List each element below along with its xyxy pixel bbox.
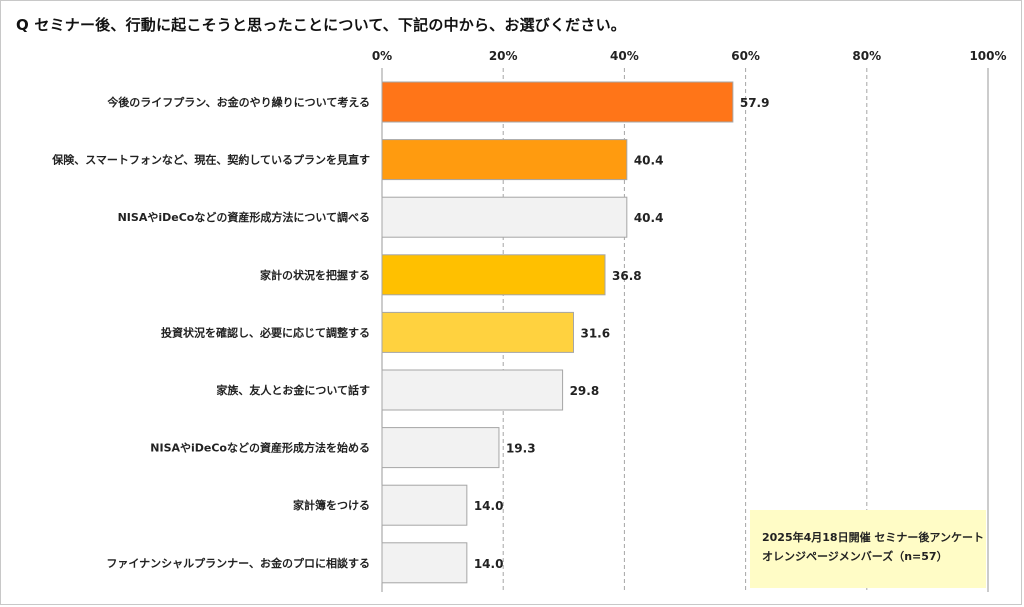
category-label: 家族、友人とお金について話す	[216, 383, 370, 397]
value-label: 29.8	[570, 384, 600, 398]
value-label: 19.3	[506, 442, 536, 456]
value-label: 14.0	[474, 557, 504, 571]
x-tick-label: 100%	[969, 49, 1006, 63]
bar	[381, 311, 574, 353]
category-label: 家計簿をつける	[293, 498, 370, 512]
survey-note-line-1: 2025年4月18日開催 セミナー後アンケート	[762, 531, 984, 544]
x-tick-label: 0%	[372, 49, 392, 63]
value-label: 57.9	[740, 96, 770, 110]
bar	[381, 369, 564, 411]
bar	[381, 196, 628, 238]
x-tick-label: 20%	[489, 49, 518, 63]
bar	[381, 484, 468, 526]
value-label: 40.4	[634, 154, 664, 168]
x-tick-label: 60%	[731, 49, 760, 63]
bar	[381, 254, 606, 296]
category-label: ファイナンシャルプランナー、お金のプロに相談する	[106, 556, 370, 570]
bar	[381, 139, 628, 181]
category-label: 家計の状況を把握する	[260, 268, 370, 282]
bar	[381, 81, 734, 123]
category-label: 保険、スマートフォンなど、現在、契約しているプランを見直す	[51, 153, 370, 167]
chart-title: Q セミナー後、行動に起こそうと思ったことについて、下記の中から、お選びください…	[16, 16, 626, 34]
survey-note-line-2: オレンジページメンバーズ（n=57）	[762, 550, 948, 563]
x-tick-label: 80%	[852, 49, 881, 63]
category-label: 投資状況を確認し、必要に応じて調整する	[161, 325, 370, 339]
value-label: 14.0	[474, 499, 504, 513]
x-tick-label: 40%	[610, 49, 639, 63]
value-label: 31.6	[580, 326, 610, 340]
survey-note: 2025年4月18日開催 セミナー後アンケート オレンジページメンバーズ（n=5…	[750, 510, 986, 588]
category-label: 今後のライフプラン、お金のやり繰りについて考える	[106, 95, 370, 109]
bar	[381, 542, 468, 584]
value-label: 36.8	[612, 269, 642, 283]
bar	[381, 427, 500, 469]
category-label: NISAやiDeCoなどの資産形成方法について調べる	[118, 210, 370, 224]
category-label: NISAやiDeCoなどの資産形成方法を始める	[150, 441, 370, 455]
value-label: 40.4	[634, 211, 664, 225]
